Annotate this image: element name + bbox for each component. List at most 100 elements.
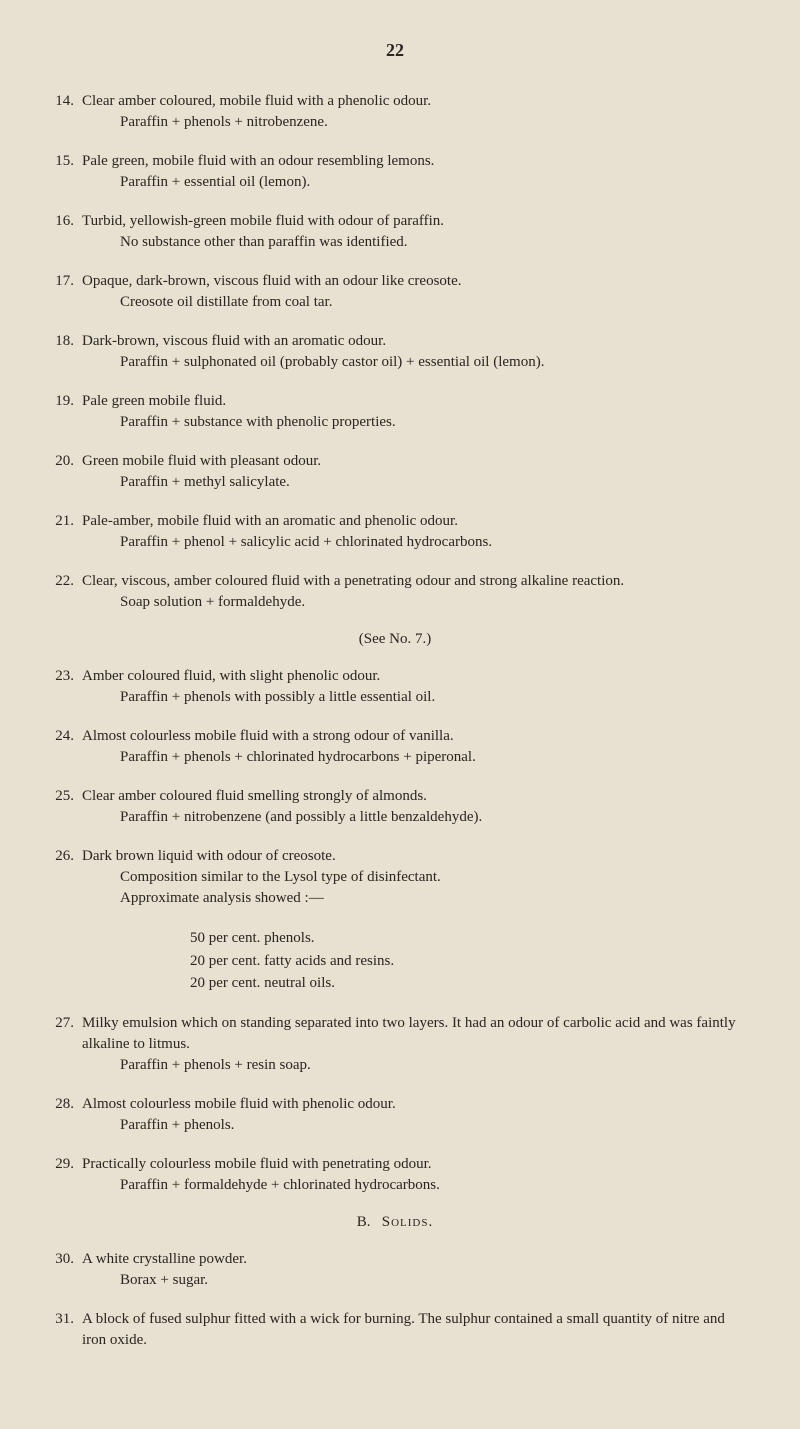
entry-subtext: Approximate analysis showed :— — [120, 888, 740, 909]
entry-text: Dark-brown, viscous fluid with an aromat… — [82, 331, 740, 352]
entry-body: Clear amber coloured fluid smelling stro… — [82, 786, 740, 828]
entries-b-list: 30.A white crystalline powder.Borax + su… — [50, 1249, 740, 1351]
entry-number: 25. — [50, 786, 82, 828]
entry-number: 28. — [50, 1094, 82, 1136]
entry-subtext: Paraffin + nitrobenzene (and possibly a … — [120, 807, 740, 828]
entry: 22.Clear, viscous, amber coloured fluid … — [50, 571, 740, 613]
entry-text: A block of fused sulphur fitted with a w… — [82, 1309, 740, 1351]
entry-number: 22. — [50, 571, 82, 613]
entry-number: 20. — [50, 451, 82, 493]
entry-number: 15. — [50, 151, 82, 193]
entry-subtext: Creosote oil distillate from coal tar. — [120, 292, 740, 313]
section-b-title: Solids. — [382, 1214, 433, 1230]
entry-number: 27. — [50, 1013, 82, 1076]
section-b-heading: B. Solids. — [50, 1214, 740, 1231]
entry-body: Dark-brown, viscous fluid with an aromat… — [82, 331, 740, 373]
page-number: 22 — [50, 40, 740, 61]
entry: 23.Amber coloured fluid, with slight phe… — [50, 666, 740, 708]
entry-body: Practically colourless mobile fluid with… — [82, 1154, 740, 1196]
entry-number: 26. — [50, 846, 82, 909]
analysis-line: 20 per cent. neutral oils. — [190, 972, 740, 995]
entry: 14.Clear amber coloured, mobile fluid wi… — [50, 91, 740, 133]
entry-subtext: Paraffin + essential oil (lemon). — [120, 172, 740, 193]
entry: 28.Almost colourless mobile fluid with p… — [50, 1094, 740, 1136]
analysis-line: 20 per cent. fatty acids and resins. — [190, 950, 740, 973]
entry-subtext: Paraffin + phenols. — [120, 1115, 740, 1136]
entry: 17.Opaque, dark-brown, viscous fluid wit… — [50, 271, 740, 313]
entry: 26.Dark brown liquid with odour of creos… — [50, 846, 740, 909]
entry-number: 21. — [50, 511, 82, 553]
entry-text: Clear amber coloured fluid smelling stro… — [82, 786, 740, 807]
entry: 31.A block of fused sulphur fitted with … — [50, 1309, 740, 1351]
entries-list: 14.Clear amber coloured, mobile fluid wi… — [50, 91, 740, 1196]
entry: 24.Almost colourless mobile fluid with a… — [50, 726, 740, 768]
entry-subtext: Paraffin + phenols + resin soap. — [120, 1055, 740, 1076]
entry-subtext: No substance other than paraffin was ide… — [120, 232, 740, 253]
entry-number: 19. — [50, 391, 82, 433]
see-note: (See No. 7.) — [50, 631, 740, 648]
entry-subtext: Paraffin + methyl salicylate. — [120, 472, 740, 493]
entry-body: Dark brown liquid with odour of creosote… — [82, 846, 740, 909]
entry-body: A block of fused sulphur fitted with a w… — [82, 1309, 740, 1351]
entry: 29.Practically colourless mobile fluid w… — [50, 1154, 740, 1196]
entry: 25.Clear amber coloured fluid smelling s… — [50, 786, 740, 828]
entry-text: Opaque, dark-brown, viscous fluid with a… — [82, 271, 740, 292]
entry-text: Practically colourless mobile fluid with… — [82, 1154, 740, 1175]
entry: 27.Milky emulsion which on standing sepa… — [50, 1013, 740, 1076]
entry-body: Clear amber coloured, mobile fluid with … — [82, 91, 740, 133]
entry-number: 24. — [50, 726, 82, 768]
entry-subtext: Paraffin + phenols + nitrobenzene. — [120, 112, 740, 133]
entry-subtext: Composition similar to the Lysol type of… — [120, 867, 740, 888]
entry-body: Pale-amber, mobile fluid with an aromati… — [82, 511, 740, 553]
entry-number: 14. — [50, 91, 82, 133]
entry-subtext: Paraffin + sulphonated oil (probably cas… — [120, 352, 740, 373]
entry-number: 31. — [50, 1309, 82, 1351]
entry-number: 17. — [50, 271, 82, 313]
entry-subtext: Soap solution + formaldehyde. — [120, 592, 740, 613]
entry-text: Milky emulsion which on standing separat… — [82, 1013, 740, 1055]
entry: 30.A white crystalline powder.Borax + su… — [50, 1249, 740, 1291]
entry: 16.Turbid, yellowish-green mobile fluid … — [50, 211, 740, 253]
entry-body: Turbid, yellowish-green mobile fluid wit… — [82, 211, 740, 253]
entry-body: Amber coloured fluid, with slight phenol… — [82, 666, 740, 708]
entry-text: Almost colourless mobile fluid with phen… — [82, 1094, 740, 1115]
entry-body: Almost colourless mobile fluid with phen… — [82, 1094, 740, 1136]
entry-text: Amber coloured fluid, with slight phenol… — [82, 666, 740, 687]
entry-body: Opaque, dark-brown, viscous fluid with a… — [82, 271, 740, 313]
entry-body: Pale green mobile fluid.Paraffin + subst… — [82, 391, 740, 433]
entry-body: Milky emulsion which on standing separat… — [82, 1013, 740, 1076]
entry: 19.Pale green mobile fluid.Paraffin + su… — [50, 391, 740, 433]
entry-text: Pale green mobile fluid. — [82, 391, 740, 412]
entry: 21.Pale-amber, mobile fluid with an arom… — [50, 511, 740, 553]
entry: 18.Dark-brown, viscous fluid with an aro… — [50, 331, 740, 373]
entry-body: Green mobile fluid with pleasant odour.P… — [82, 451, 740, 493]
entry-text: Dark brown liquid with odour of creosote… — [82, 846, 740, 867]
entry-text: Pale-amber, mobile fluid with an aromati… — [82, 511, 740, 532]
section-b-label: B. — [357, 1214, 371, 1230]
entry-body: Pale green, mobile fluid with an odour r… — [82, 151, 740, 193]
entry-subtext: Borax + sugar. — [120, 1270, 740, 1291]
entry-number: 16. — [50, 211, 82, 253]
entry-number: 23. — [50, 666, 82, 708]
entry-text: Green mobile fluid with pleasant odour. — [82, 451, 740, 472]
entry: 15.Pale green, mobile fluid with an odou… — [50, 151, 740, 193]
entry-subtext: Paraffin + phenols + chlorinated hydroca… — [120, 747, 740, 768]
entry-text: Almost colourless mobile fluid with a st… — [82, 726, 740, 747]
entry-text: Turbid, yellowish-green mobile fluid wit… — [82, 211, 740, 232]
entry-subtext: Paraffin + substance with phenolic prope… — [120, 412, 740, 433]
entry-body: Clear, viscous, amber coloured fluid wit… — [82, 571, 740, 613]
entry-subtext: Paraffin + phenol + salicylic acid + chl… — [120, 532, 740, 553]
entry-text: Clear, viscous, amber coloured fluid wit… — [82, 571, 740, 592]
entry-subtext: Paraffin + formaldehyde + chlorinated hy… — [120, 1175, 740, 1196]
entry-subtext: Paraffin + phenols with possibly a littl… — [120, 687, 740, 708]
entry-number: 30. — [50, 1249, 82, 1291]
entry: 20.Green mobile fluid with pleasant odou… — [50, 451, 740, 493]
entry-body: A white crystalline powder.Borax + sugar… — [82, 1249, 740, 1291]
analysis-list: 50 per cent. phenols.20 per cent. fatty … — [190, 927, 740, 995]
entry-number: 18. — [50, 331, 82, 373]
entry-text: Clear amber coloured, mobile fluid with … — [82, 91, 740, 112]
entry-number: 29. — [50, 1154, 82, 1196]
entry-text: A white crystalline powder. — [82, 1249, 740, 1270]
analysis-line: 50 per cent. phenols. — [190, 927, 740, 950]
entry-body: Almost colourless mobile fluid with a st… — [82, 726, 740, 768]
